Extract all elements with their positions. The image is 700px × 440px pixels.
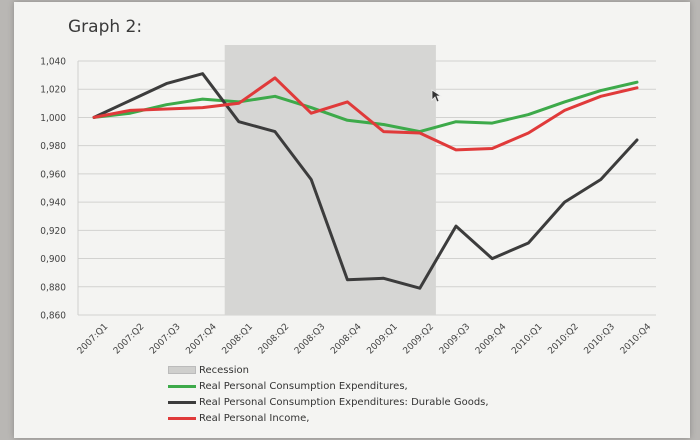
legend-swatch-income: [168, 416, 196, 420]
legend-label-recession: Recession: [199, 364, 249, 376]
y-tick-label: 0,860: [40, 311, 66, 322]
y-tick-label: 1,040: [40, 57, 66, 68]
legend-item-durable: Real Personal Consumption Expenditures: …: [168, 394, 489, 410]
x-tick-label: 2008:Q1: [221, 322, 255, 356]
legend-swatch-durable: [168, 400, 196, 404]
mouse-cursor-icon: [431, 88, 443, 107]
x-tick-label: 2009:Q1: [365, 322, 399, 356]
legend-label-income: Real Personal Income,: [199, 412, 310, 424]
x-tick-label: 2010:Q1: [510, 322, 544, 356]
x-tick-label: 2008:Q3: [293, 322, 327, 356]
line-income: [92, 76, 639, 152]
y-tick-label: 1,000: [40, 113, 66, 124]
x-tick-label: 2007:Q2: [112, 322, 146, 356]
legend-label-durable: Real Personal Consumption Expenditures: …: [199, 396, 489, 408]
chart-title: Graph 2:: [68, 17, 143, 37]
line-pce: [92, 80, 639, 134]
x-tick-label: 2008:Q4: [329, 322, 364, 357]
chart-legend: Recession Real Personal Consumption Expe…: [168, 362, 489, 426]
legend-label-pce: Real Personal Consumption Expenditures,: [199, 380, 408, 392]
x-tick-label: 2010:Q3: [583, 322, 617, 356]
line-durable-goods: [92, 72, 639, 290]
legend-item-pce: Real Personal Consumption Expenditures,: [168, 378, 489, 394]
x-tick-label: 2010:Q2: [546, 322, 580, 356]
y-tick-label: 0,920: [40, 226, 66, 237]
x-tick-label: 2008:Q2: [257, 322, 291, 356]
x-tick-label: 2007:Q3: [148, 322, 182, 356]
x-tick-label: 2007:Q4: [184, 322, 219, 357]
x-tick-label: 2009:Q3: [438, 322, 472, 356]
legend-swatch-recession: [168, 366, 196, 374]
y-tick-label: 0,880: [40, 282, 66, 293]
legend-swatch-pce: [168, 384, 196, 388]
legend-item-recession: Recession: [168, 362, 489, 378]
x-tick-label: 2009:Q4: [474, 322, 509, 357]
legend-item-income: Real Personal Income,: [168, 410, 489, 426]
y-tick-label: 0,980: [40, 141, 66, 152]
recession-band: [224, 45, 436, 315]
y-tick-label: 0,940: [40, 198, 66, 209]
x-tick-label: 2009:Q2: [402, 322, 436, 356]
y-tick-label: 0,900: [40, 254, 66, 265]
x-tick-label: 2007:Q1: [76, 322, 110, 356]
x-tick-label: 2010:Q4: [619, 322, 654, 357]
y-tick-label: 1,020: [40, 85, 66, 96]
y-tick-label: 0,960: [40, 169, 66, 180]
